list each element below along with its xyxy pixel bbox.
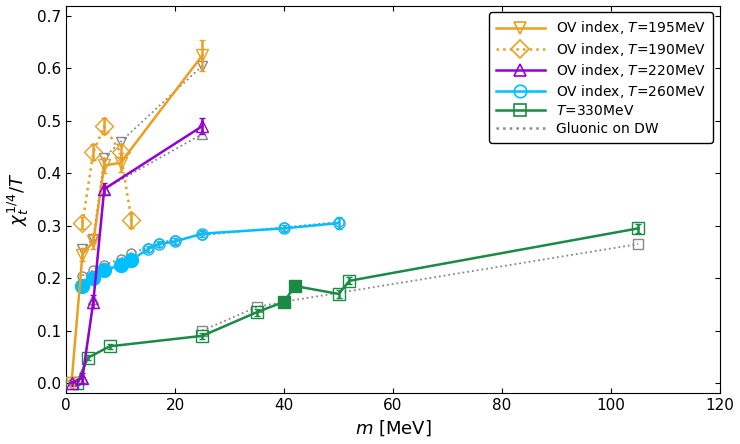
Y-axis label: $\chi_t^{1/4}/T$: $\chi_t^{1/4}/T$ [6,173,31,226]
Legend: OV index, $T$=195MeV, OV index, $T$=190MeV, OV index, $T$=220MeV, OV index, $T$=: OV index, $T$=195MeV, OV index, $T$=190M… [489,12,713,143]
X-axis label: $m$ [MeV]: $m$ [MeV] [354,419,431,438]
